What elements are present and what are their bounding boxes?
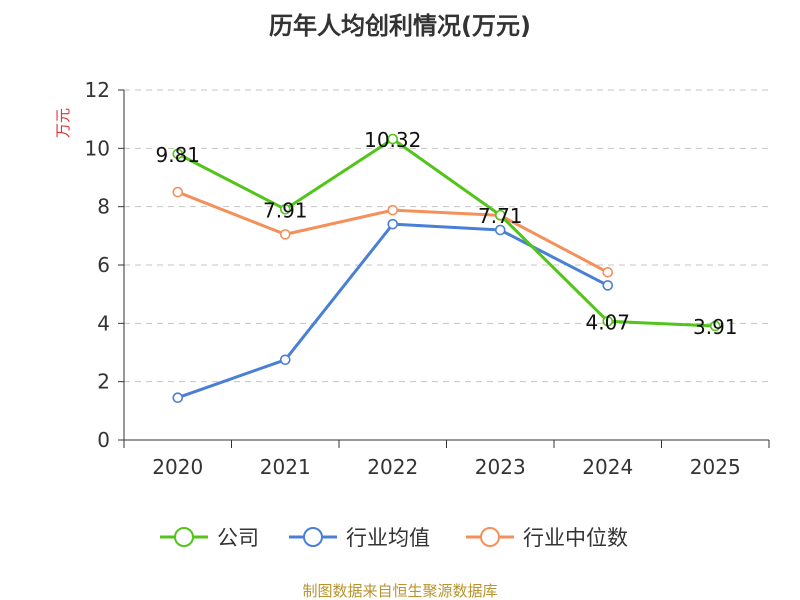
data-point <box>279 354 291 366</box>
data-point <box>387 133 399 145</box>
data-point <box>172 148 184 160</box>
data-label: 4.07 <box>585 310 630 334</box>
series-line-公司 <box>177 137 716 328</box>
legend-swatch-marker <box>174 527 194 547</box>
data-point <box>602 266 614 278</box>
series-line-行业均值 <box>177 222 609 400</box>
y-tick-label: 0 <box>97 428 110 452</box>
legend-item-行业中位数[interactable]: 行业中位数 <box>466 526 628 550</box>
data-label: 3.91 <box>693 315 738 339</box>
data-point <box>172 186 184 198</box>
data-point <box>387 218 399 230</box>
data-point <box>279 229 291 240</box>
legend[interactable]: 公司 行业均值 行业中位数 <box>160 526 628 550</box>
axes: 0 2 4 6 8 10 12 2020 2021 2022 2023 2024 2025 <box>85 78 770 479</box>
legend-item-公司[interactable]: 公司 <box>160 526 259 550</box>
data-label: 7.71 <box>478 204 523 228</box>
y-tick-label: 4 <box>97 311 110 335</box>
data-label: 10.32 <box>364 128 421 152</box>
legend-label: 行业均值 <box>346 526 430 550</box>
x-tick-label: 2020 <box>152 455 203 479</box>
data-point <box>494 209 506 221</box>
data-point <box>494 224 506 236</box>
data-label: 7.91 <box>263 198 308 222</box>
series-group <box>172 133 721 404</box>
series-line-行业中位数 <box>177 190 609 274</box>
source-footer: 制图数据来自恒生聚源数据库 <box>302 582 497 600</box>
x-tick-label: 2025 <box>690 455 741 479</box>
y-axis-label: 万元 <box>54 108 72 138</box>
x-tick-label: 2021 <box>260 455 311 479</box>
data-labels: 9.81 7.91 10.32 7.71 4.07 3.91 <box>155 128 737 339</box>
legend-swatch-marker <box>303 527 323 547</box>
legend-label: 行业中位数 <box>523 526 628 550</box>
chart-title: 历年人均创利情况(万元) <box>269 12 531 40</box>
y-tick-label: 12 <box>85 78 110 102</box>
data-point <box>172 392 184 404</box>
y-tick-label: 10 <box>85 136 110 160</box>
x-tick-label: 2022 <box>367 455 418 479</box>
y-tick-label: 6 <box>97 253 110 277</box>
data-point <box>709 320 721 332</box>
grid-lines <box>124 89 769 383</box>
legend-swatch-marker <box>480 527 500 547</box>
data-point <box>387 204 399 216</box>
data-point <box>602 315 614 327</box>
legend-label: 公司 <box>217 526 259 550</box>
x-tick-label: 2023 <box>475 455 526 479</box>
legend-item-行业均值[interactable]: 行业均值 <box>289 526 430 550</box>
x-tick-label: 2024 <box>582 455 633 479</box>
data-point <box>602 280 614 291</box>
data-point <box>279 203 291 215</box>
data-label: 9.81 <box>155 143 200 167</box>
y-tick-label: 2 <box>97 370 110 394</box>
y-tick-label: 8 <box>97 195 110 219</box>
